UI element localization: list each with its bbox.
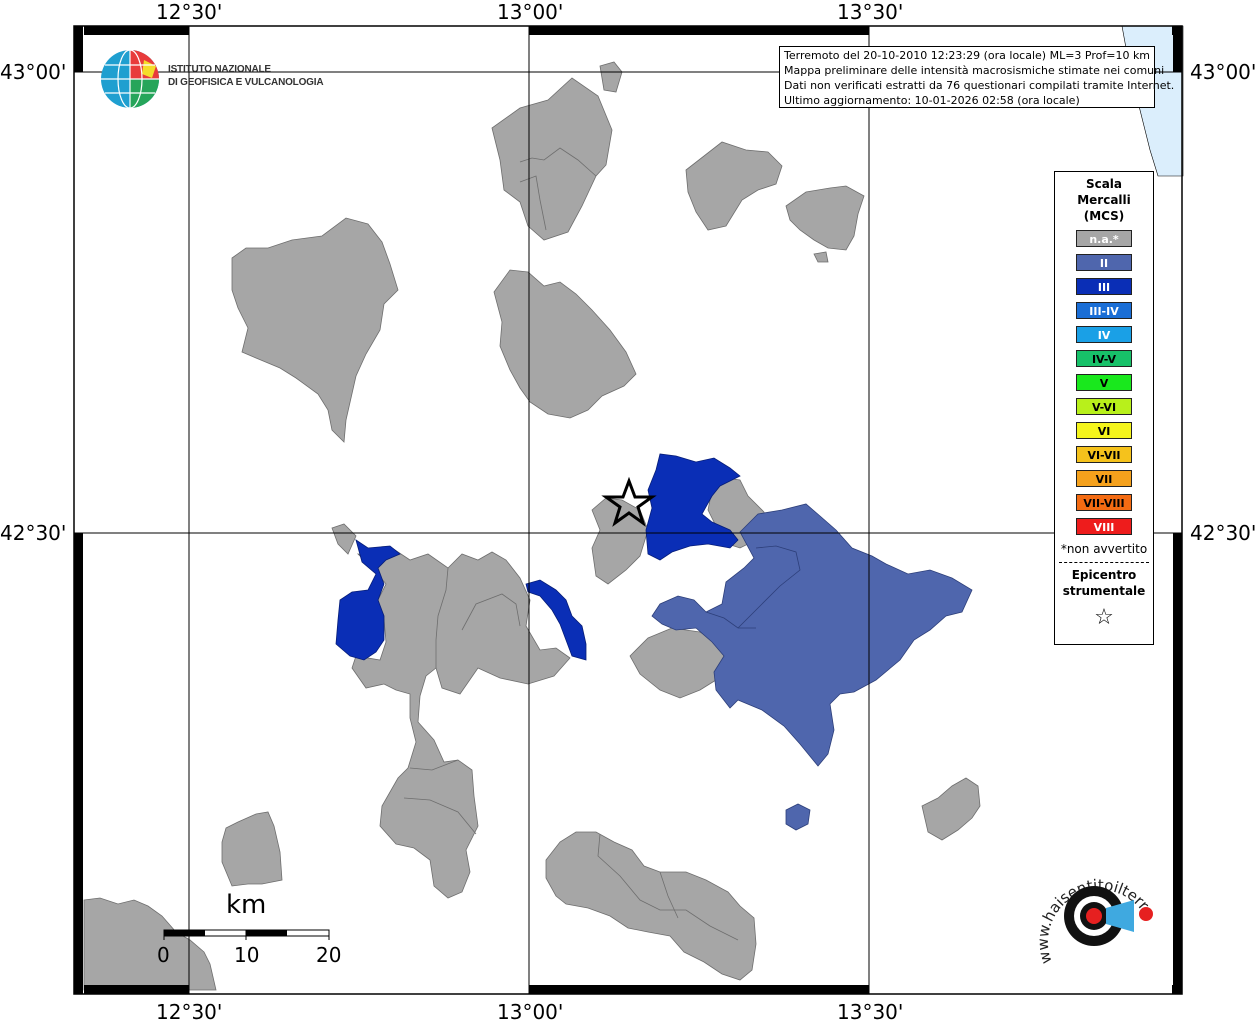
- municipalities-intensity-II: [651, 503, 973, 831]
- lat-label-left-4300: 43°00': [0, 60, 67, 84]
- ingv-institute-name: ISTITUTO NAZIONALE DI GEOFISICA E VULCAN…: [168, 63, 324, 89]
- lat-label-right-4300: 43°00': [1190, 60, 1256, 84]
- legend-swatch-iv-v: IV-V: [1076, 350, 1132, 367]
- legend-swatch-viii: VIII: [1076, 518, 1132, 535]
- legend-swatch-ii: II: [1076, 254, 1132, 271]
- legend-title-line-2: Mercalli: [1077, 193, 1131, 207]
- legend-separator: [1059, 562, 1149, 563]
- scale-tick-10: 10: [234, 943, 260, 967]
- haisentito-logo: www.haisentitoilterremoto.it: [1030, 862, 1158, 966]
- lon-label-bottom-1230: 12°30': [156, 1000, 223, 1024]
- legend-swatch-vii: VII: [1076, 470, 1132, 487]
- legend-title: Scala Mercalli (MCS): [1055, 176, 1153, 224]
- event-info-line-2: Mappa preliminare delle intensità macros…: [784, 64, 1165, 77]
- legend-swatch-list: n.a.* II III III-IV IV IV-V V V-VI VI VI-VII VII VI…: [1055, 230, 1153, 535]
- ingv-globe-logo: [101, 49, 159, 109]
- lon-label-top-1230: 12°30': [156, 0, 223, 24]
- map-frame: [73, 25, 1183, 995]
- legend-swatch-iii: III: [1076, 278, 1132, 295]
- legend-swatch-iv: IV: [1076, 326, 1132, 343]
- legend-epicenter-line-2: strumentale: [1062, 584, 1146, 598]
- intensity-II-borders: [705, 545, 801, 629]
- legend-title-line-3: (MCS): [1083, 209, 1125, 223]
- legend-swatch-vii-viii: VII-VIII: [1076, 494, 1132, 511]
- legend-swatch-iii-iv: III-IV: [1076, 302, 1132, 319]
- ingv-line-2: DI GEOFISICA E VULCANOLOGIA: [168, 77, 324, 88]
- municipalities-not-available: [83, 61, 981, 991]
- scale-tick-20: 20: [316, 943, 342, 967]
- lat-label-right-4230: 42°30': [1190, 521, 1256, 545]
- scale-unit: km: [226, 890, 267, 920]
- lon-label-bottom-1330: 13°30': [837, 1000, 904, 1024]
- scale-tick-0: 0: [157, 943, 170, 967]
- scale-bar: [163, 929, 330, 940]
- legend-swatch-v: V: [1076, 374, 1132, 391]
- legend-swatch-na: n.a.*: [1076, 230, 1132, 247]
- lat-label-left-4230: 42°30': [0, 521, 67, 545]
- municipal-borders: [403, 147, 739, 941]
- legend-swatch-vi-vii: VI-VII: [1076, 446, 1132, 463]
- lon-label-top-1330: 13°30': [837, 0, 904, 24]
- legend-swatch-vi: VI: [1076, 422, 1132, 439]
- event-info-line-3: Dati non verificati estratti da 76 quest…: [784, 79, 1175, 92]
- legend-title-line-1: Scala: [1085, 177, 1123, 191]
- epicenter-star: [601, 476, 657, 527]
- legend-star-icon: ☆: [1094, 605, 1114, 630]
- legend-epicenter-line-1: Epicentro: [1071, 568, 1137, 582]
- legend-note: *non avvertito: [1060, 542, 1148, 556]
- lon-label-top-1300: 13°00': [497, 0, 564, 24]
- event-info-line-4: Ultimo aggiornamento: 10-01-2026 02:58 (…: [784, 94, 1080, 107]
- event-info-box: Terremoto del 20-10-2010 12:23:29 (ora l…: [779, 46, 1175, 108]
- ingv-line-1: ISTITUTO NAZIONALE: [168, 64, 271, 75]
- event-info-line-1: Terremoto del 20-10-2010 12:23:29 (ora l…: [784, 49, 1151, 62]
- lon-label-bottom-1300: 13°00': [497, 1000, 564, 1024]
- legend-swatch-v-vi: V-VI: [1076, 398, 1132, 415]
- mcs-legend: Scala Mercalli (MCS) n.a.* II III III-IV IV I…: [1054, 171, 1154, 645]
- legend-epicenter-label: Epicentro strumentale: [1055, 567, 1153, 599]
